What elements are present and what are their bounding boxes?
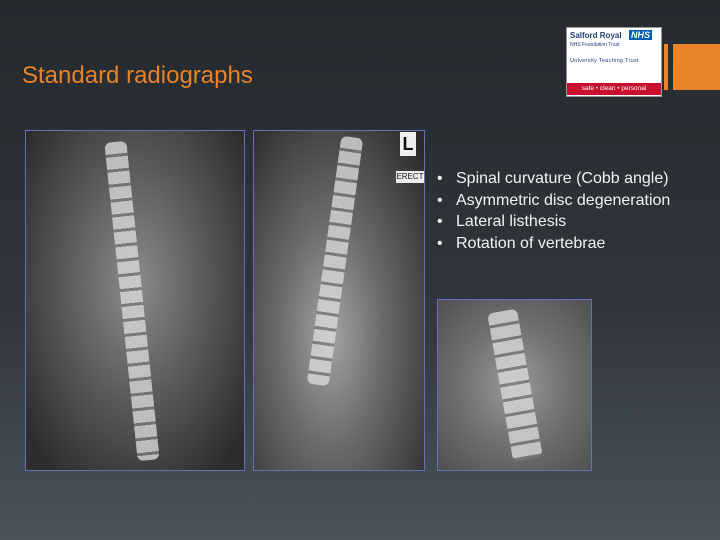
logo-nhs: NHS xyxy=(629,30,653,40)
accent-bar xyxy=(664,44,668,90)
logo-trust: NHS Foundation Trust xyxy=(570,42,620,48)
logo-motto: safe • clean • personal xyxy=(567,83,661,95)
bullet-list: Spinal curvature (Cobb angle) Asymmetric… xyxy=(437,168,670,254)
spine-shadow xyxy=(487,308,543,462)
logo-organisation: Salford Royal xyxy=(570,31,622,40)
bullet: Rotation of vertebrae xyxy=(437,233,670,255)
spine-shadow xyxy=(104,140,160,462)
radiograph xyxy=(253,130,425,471)
radiograph xyxy=(437,299,592,471)
position-marker: ERECT xyxy=(396,171,424,183)
bullet: Asymmetric disc degeneration xyxy=(437,190,670,212)
spine-shadow xyxy=(306,135,364,387)
slide-title: Standard radiographs xyxy=(22,62,253,89)
logo: Salford Royal NHS NHS Foundation Trust U… xyxy=(566,27,662,97)
accent-bar xyxy=(673,44,720,90)
side-marker: L xyxy=(400,132,416,156)
logo-teaching: University Teaching Trust xyxy=(570,58,639,64)
bullet: Spinal curvature (Cobb angle) xyxy=(437,168,670,190)
radiograph xyxy=(25,130,245,471)
bullet: Lateral listhesis xyxy=(437,211,670,233)
